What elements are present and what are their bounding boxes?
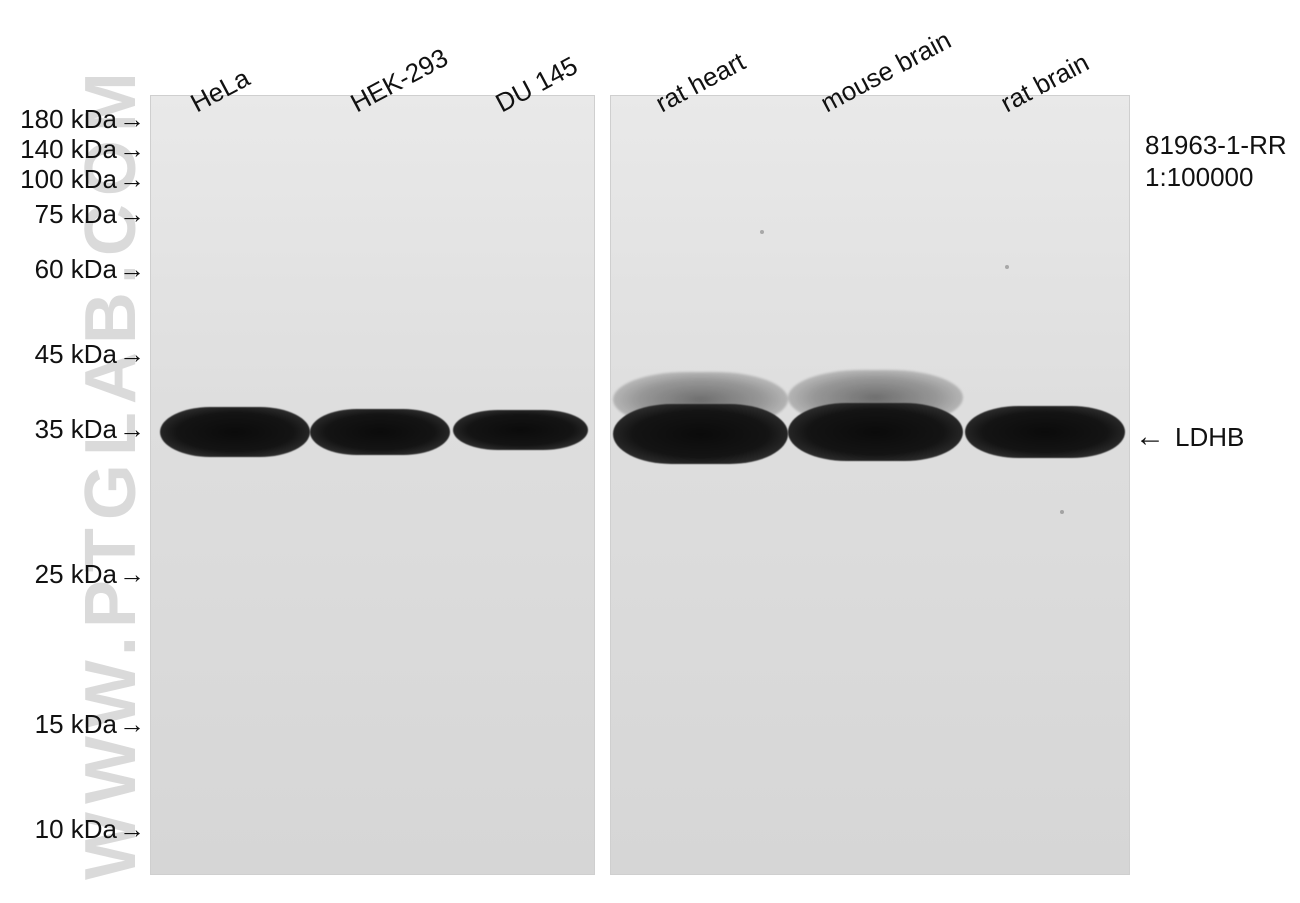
mw-mark: 35 kDa→: [0, 414, 145, 445]
mw-mark: 25 kDa→: [0, 559, 145, 590]
mw-value: 35 kDa: [35, 414, 117, 444]
mw-mark: 75 kDa→: [0, 199, 145, 230]
band-hela: [160, 407, 310, 457]
mw-value: 45 kDa: [35, 339, 117, 369]
mw-mark: 60 kDa→: [0, 254, 145, 285]
antibody-dilution: 1:100000: [1145, 162, 1253, 193]
arrow-right-icon: →: [119, 709, 145, 740]
mw-value: 60 kDa: [35, 254, 117, 284]
mw-value: 75 kDa: [35, 199, 117, 229]
target-arrow-icon: ←: [1135, 420, 1165, 454]
arrow-right-icon: →: [119, 104, 145, 135]
mw-value: 180 kDa: [20, 104, 117, 134]
arrow-right-icon: →: [119, 339, 145, 370]
mw-value: 140 kDa: [20, 134, 117, 164]
band-hek293: [310, 409, 450, 455]
mw-mark: 15 kDa→: [0, 709, 145, 740]
band-mousebrain: [788, 403, 963, 461]
mw-value: 25 kDa: [35, 559, 117, 589]
arrow-right-icon: →: [119, 559, 145, 590]
arrow-right-icon: →: [119, 414, 145, 445]
mw-value: 100 kDa: [20, 164, 117, 194]
speck: [1060, 510, 1064, 514]
mw-mark: 100 kDa→: [0, 164, 145, 195]
membrane-left: [150, 95, 595, 875]
arrow-right-icon: →: [119, 254, 145, 285]
arrow-right-icon: →: [119, 199, 145, 230]
mw-value: 10 kDa: [35, 814, 117, 844]
mw-mark: 45 kDa→: [0, 339, 145, 370]
membrane-right: [610, 95, 1130, 875]
band-ratbrain: [965, 406, 1125, 458]
speck: [1005, 265, 1009, 269]
mw-mark: 180 kDa→: [0, 104, 145, 135]
arrow-right-icon: →: [119, 164, 145, 195]
band-ratheart: [613, 404, 788, 464]
mw-mark: 140 kDa→: [0, 134, 145, 165]
arrow-right-icon: →: [119, 814, 145, 845]
antibody-catalog-number: 81963-1-RR: [1145, 130, 1287, 161]
speck: [760, 230, 764, 234]
western-blot-figure: WWW.PTGLAB.COM 180 kDa→140 kDa→100 kDa→7…: [0, 0, 1300, 903]
mw-value: 15 kDa: [35, 709, 117, 739]
arrow-right-icon: →: [119, 134, 145, 165]
band-du145: [453, 410, 588, 450]
mw-mark: 10 kDa→: [0, 814, 145, 845]
target-protein-label: LDHB: [1175, 422, 1244, 453]
